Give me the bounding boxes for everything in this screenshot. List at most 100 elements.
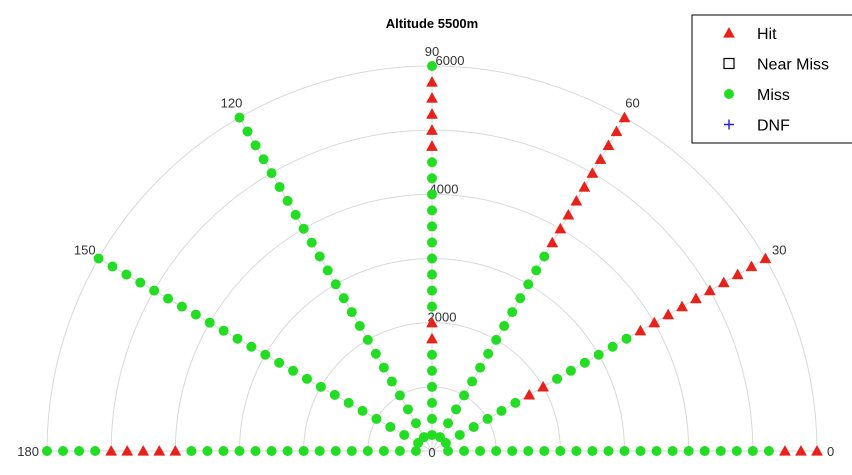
theta-tick-label: 90: [425, 44, 439, 59]
miss-marker: [587, 446, 598, 456]
hit-marker: [426, 108, 438, 119]
hit-marker: [105, 444, 118, 456]
legend-label: DNF: [757, 118, 790, 135]
miss-marker: [555, 446, 566, 456]
miss-marker: [491, 334, 502, 345]
hit-marker: [570, 194, 583, 206]
miss-marker: [747, 446, 758, 456]
miss-marker: [202, 446, 213, 456]
miss-marker: [370, 348, 381, 359]
hit-marker: [537, 380, 550, 392]
miss-marker: [330, 446, 341, 456]
miss-marker: [443, 446, 454, 456]
miss-marker: [515, 293, 526, 304]
miss-marker: [427, 205, 437, 216]
miss-marker: [715, 446, 726, 456]
r-tick-label: 0: [428, 445, 435, 460]
hit-marker: [594, 153, 607, 164]
hit-marker: [717, 276, 730, 288]
miss-marker: [467, 376, 478, 387]
theta-tick-label: 180: [17, 444, 39, 459]
miss-marker: [357, 405, 368, 416]
angle-tick-labels: 0 30 60 90 120 150 180: [17, 44, 834, 459]
legend-marker-hit: [723, 26, 735, 38]
miss-marker: [451, 404, 462, 415]
miss-marker: [427, 157, 437, 168]
hit-marker: [731, 268, 744, 280]
miss-marker: [176, 301, 187, 312]
miss-marker: [427, 189, 437, 200]
miss-marker: [413, 437, 424, 448]
miss-marker: [266, 446, 277, 456]
miss-marker: [315, 381, 326, 392]
legend-label: Hit: [757, 26, 777, 43]
hit-marker: [169, 444, 182, 456]
miss-marker: [90, 446, 101, 456]
hit-marker: [586, 167, 599, 178]
miss-marker: [378, 362, 389, 373]
miss-marker: [523, 446, 534, 456]
miss-marker: [149, 285, 160, 296]
miss-marker: [232, 333, 243, 344]
miss-marker: [427, 61, 437, 71]
hit-marker: [546, 236, 559, 248]
miss-marker: [603, 446, 614, 456]
miss-marker: [427, 173, 437, 184]
miss-marker: [427, 365, 437, 376]
miss-marker: [496, 405, 507, 416]
hit-marker: [426, 124, 438, 135]
miss-marker: [301, 373, 312, 384]
hit-marker: [745, 260, 758, 272]
hit-marker: [795, 444, 807, 456]
miss-marker: [410, 418, 421, 429]
miss-marker: [483, 348, 494, 359]
miss-marker: [250, 446, 261, 456]
miss-marker: [443, 418, 454, 429]
miss-marker: [427, 381, 437, 392]
miss-marker: [454, 429, 465, 440]
miss-marker: [121, 269, 132, 280]
miss-marker: [58, 446, 69, 456]
miss-marker: [427, 269, 437, 280]
miss-marker: [427, 349, 437, 360]
miss-marker: [763, 446, 774, 456]
miss-marker: [338, 293, 349, 304]
miss-marker: [218, 446, 229, 456]
miss-marker: [523, 279, 534, 290]
miss-marker: [571, 446, 582, 456]
miss-marker: [607, 341, 618, 352]
hit-marker: [562, 208, 575, 220]
miss-marker: [699, 446, 710, 456]
hit-marker: [662, 308, 675, 320]
miss-marker: [507, 446, 518, 456]
miss-marker: [475, 446, 486, 456]
miss-marker: [282, 446, 293, 456]
theta-tick-label: 30: [772, 243, 786, 258]
miss-marker: [298, 223, 309, 234]
miss-marker: [459, 390, 470, 401]
miss-marker: [274, 182, 285, 193]
miss-marker: [427, 397, 437, 408]
miss-marker: [651, 446, 662, 456]
miss-marker: [510, 397, 521, 408]
miss-marker: [314, 251, 325, 262]
hit-marker: [523, 388, 536, 400]
hit-marker: [634, 324, 647, 336]
hit-marker: [426, 316, 438, 328]
miss-marker: [346, 446, 357, 456]
legend-marker-near-miss: [723, 57, 735, 70]
miss-marker: [135, 277, 146, 288]
miss-marker: [186, 446, 197, 456]
miss-marker: [290, 209, 301, 220]
r-tick-label: 6000: [436, 53, 465, 68]
legend-box: [691, 14, 852, 144]
miss-marker: [378, 446, 389, 456]
miss-marker: [427, 301, 437, 312]
miss-marker: [499, 320, 510, 331]
miss-marker: [330, 279, 341, 290]
miss-marker: [394, 390, 405, 401]
miss-marker: [288, 365, 299, 376]
miss-marker: [343, 397, 354, 408]
miss-marker: [459, 446, 470, 456]
